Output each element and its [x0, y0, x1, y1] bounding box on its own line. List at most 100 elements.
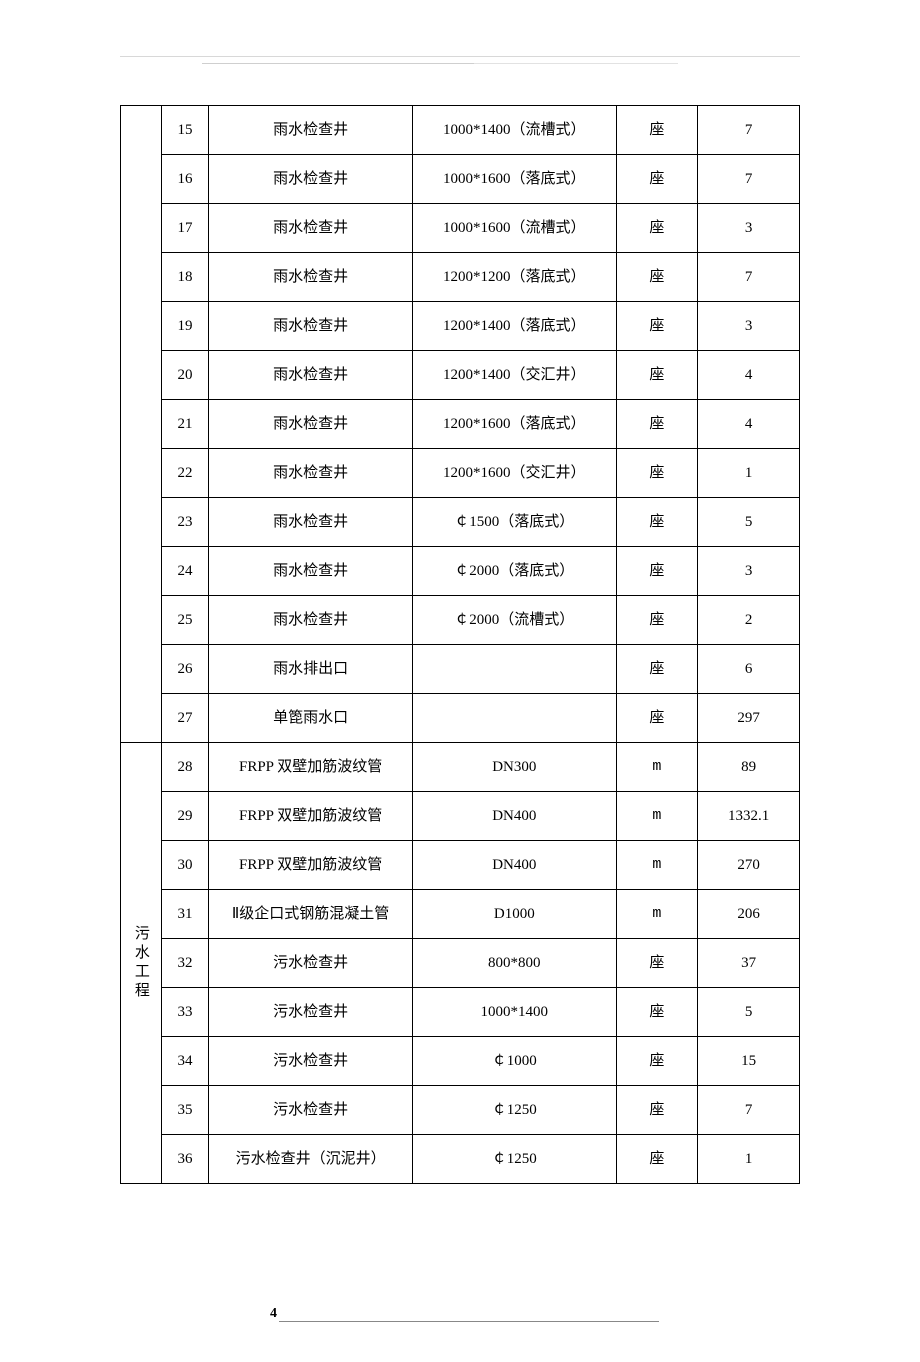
cell-unit: m [616, 743, 697, 792]
cell-index: 33 [161, 988, 209, 1037]
cell-qty: 37 [698, 939, 800, 988]
cell-unit: 座 [616, 1135, 697, 1184]
cell-spec: 1200*1400（交汇井） [412, 351, 616, 400]
table-row: 22雨水检查井1200*1600（交汇井）座1 [121, 449, 800, 498]
cell-name: 雨水检查井 [209, 106, 413, 155]
cell-unit: m [616, 841, 697, 890]
cell-index: 28 [161, 743, 209, 792]
cell-spec: 800*800 [412, 939, 616, 988]
cell-index: 18 [161, 253, 209, 302]
cell-name: FRPP 双壁加筋波纹管 [209, 841, 413, 890]
cell-spec: DN300 [412, 743, 616, 792]
cell-index: 20 [161, 351, 209, 400]
cell-spec [412, 694, 616, 743]
cell-spec: DN400 [412, 841, 616, 890]
cell-unit: 座 [616, 106, 697, 155]
cell-spec: 1000*1600（落底式） [412, 155, 616, 204]
cell-spec: ￠2000（落底式） [412, 547, 616, 596]
cell-name: 雨水检查井 [209, 498, 413, 547]
cell-qty: 206 [698, 890, 800, 939]
cell-unit: m [616, 792, 697, 841]
cell-qty: 1332.1 [698, 792, 800, 841]
cell-qty: 5 [698, 988, 800, 1037]
cell-unit: 座 [616, 547, 697, 596]
table-row: 32污水检查井800*800座37 [121, 939, 800, 988]
cell-name: 污水检查井 [209, 939, 413, 988]
cell-qty: 4 [698, 351, 800, 400]
cell-qty: 3 [698, 547, 800, 596]
cell-unit: 座 [616, 302, 697, 351]
cell-qty: 3 [698, 204, 800, 253]
cell-index: 27 [161, 694, 209, 743]
page-footer: 4 [120, 1304, 800, 1322]
cell-name: FRPP 双壁加筋波纹管 [209, 743, 413, 792]
cell-spec: 1200*1200（落底式） [412, 253, 616, 302]
table-row: 26雨水排出口座6 [121, 645, 800, 694]
cell-qty: 270 [698, 841, 800, 890]
cell-index: 19 [161, 302, 209, 351]
cell-name: 雨水检查井 [209, 204, 413, 253]
table-row: 20雨水检查井1200*1400（交汇井）座4 [121, 351, 800, 400]
cell-index: 31 [161, 890, 209, 939]
table-row: 29FRPP 双壁加筋波纹管DN400m1332.1 [121, 792, 800, 841]
table-row: 33污水检查井1000*1400座5 [121, 988, 800, 1037]
cell-index: 23 [161, 498, 209, 547]
cell-unit: 座 [616, 449, 697, 498]
cell-name: 雨水检查井 [209, 302, 413, 351]
cell-spec: 1200*1600（交汇井） [412, 449, 616, 498]
cell-name: 污水检查井 [209, 988, 413, 1037]
cell-index: 16 [161, 155, 209, 204]
cell-spec: ￠2000（流槽式） [412, 596, 616, 645]
cell-qty: 15 [698, 1037, 800, 1086]
cell-name: 污水检查井（沉泥井） [209, 1135, 413, 1184]
cell-qty: 5 [698, 498, 800, 547]
top-rule-2 [120, 63, 800, 65]
cell-qty: 297 [698, 694, 800, 743]
cell-qty: 7 [698, 253, 800, 302]
cell-qty: 2 [698, 596, 800, 645]
data-table: 15雨水检查井1000*1400（流槽式）座716雨水检查井1000*1600（… [120, 105, 800, 1184]
cell-unit: 座 [616, 204, 697, 253]
cell-spec: DN400 [412, 792, 616, 841]
group-cell [121, 106, 162, 743]
group-cell: 污水工程 [121, 743, 162, 1184]
table-row: 19雨水检查井1200*1400（落底式）座3 [121, 302, 800, 351]
cell-index: 15 [161, 106, 209, 155]
cell-qty: 7 [698, 1086, 800, 1135]
table-row: 18雨水检查井1200*1200（落底式）座7 [121, 253, 800, 302]
table-row: 16雨水检查井1000*1600（落底式）座7 [121, 155, 800, 204]
cell-spec: ￠1250 [412, 1135, 616, 1184]
cell-unit: m [616, 890, 697, 939]
page-number: 4 [270, 1306, 279, 1321]
cell-spec: 1000*1600（流槽式） [412, 204, 616, 253]
cell-spec: ￠1000 [412, 1037, 616, 1086]
table-row: 25雨水检查井￠2000（流槽式）座2 [121, 596, 800, 645]
table-row: 35污水检查井￠1250座7 [121, 1086, 800, 1135]
cell-unit: 座 [616, 939, 697, 988]
table-row: 15雨水检查井1000*1400（流槽式）座7 [121, 106, 800, 155]
cell-index: 30 [161, 841, 209, 890]
table-row: 17雨水检查井1000*1600（流槽式）座3 [121, 204, 800, 253]
cell-qty: 7 [698, 106, 800, 155]
table-row: 31Ⅱ级企口式钢筋混凝土管D1000m206 [121, 890, 800, 939]
cell-name: FRPP 双壁加筋波纹管 [209, 792, 413, 841]
cell-unit: 座 [616, 253, 697, 302]
cell-index: 36 [161, 1135, 209, 1184]
cell-spec: ￠1250 [412, 1086, 616, 1135]
cell-index: 32 [161, 939, 209, 988]
cell-name: 雨水检查井 [209, 351, 413, 400]
cell-qty: 1 [698, 1135, 800, 1184]
cell-index: 26 [161, 645, 209, 694]
cell-spec: 1200*1600（落底式） [412, 400, 616, 449]
table-row: 23雨水检查井￠1500（落底式）座5 [121, 498, 800, 547]
cell-qty: 7 [698, 155, 800, 204]
cell-unit: 座 [616, 400, 697, 449]
cell-index: 25 [161, 596, 209, 645]
cell-index: 24 [161, 547, 209, 596]
top-rule-1 [120, 56, 800, 57]
document-page: 15雨水检查井1000*1400（流槽式）座716雨水检查井1000*1600（… [0, 0, 920, 1362]
table-row: 污水工程28FRPP 双壁加筋波纹管DN300m89 [121, 743, 800, 792]
table-row: 30FRPP 双壁加筋波纹管DN400m270 [121, 841, 800, 890]
cell-qty: 4 [698, 400, 800, 449]
cell-name: 污水检查井 [209, 1037, 413, 1086]
